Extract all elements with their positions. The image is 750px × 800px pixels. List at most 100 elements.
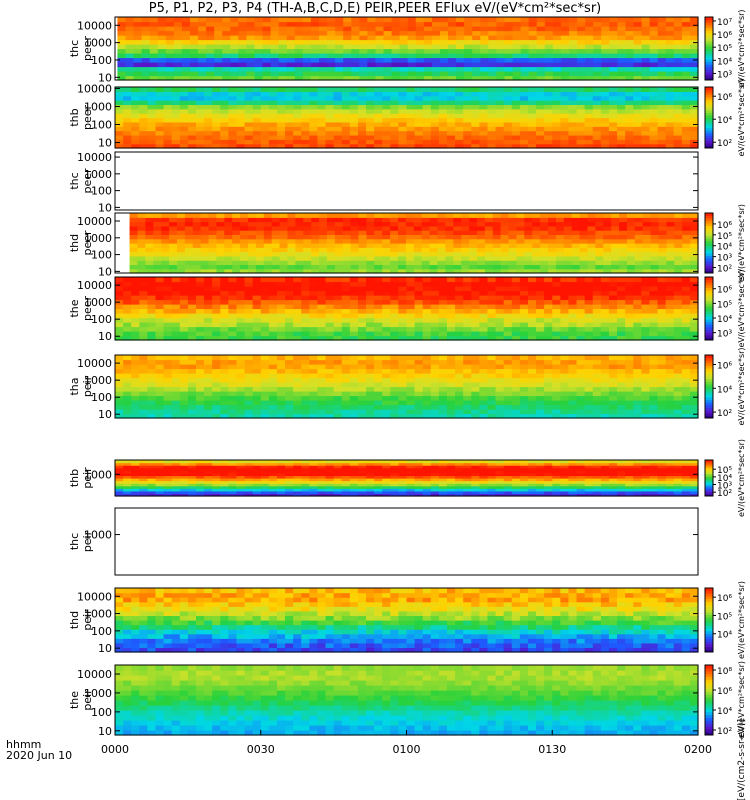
- heatmap-cell: [366, 281, 375, 287]
- heatmap-cell: [487, 126, 497, 132]
- heatmap-cell: [552, 53, 562, 59]
- heatmap-cell: [446, 295, 456, 301]
- heatmap-cell: [587, 264, 596, 270]
- colorbar-step: [705, 263, 713, 266]
- heatmap-cell: [446, 113, 456, 119]
- heatmap-cell: [276, 308, 286, 314]
- colorbar-step: [705, 102, 713, 106]
- heatmap-cell: [641, 62, 651, 68]
- heatmap-cell: [673, 30, 683, 36]
- heatmap-cell: [169, 260, 178, 266]
- heatmap-cell: [382, 268, 391, 274]
- heatmap-cell: [626, 255, 636, 261]
- heatmap-cell: [405, 225, 415, 231]
- heatmap-cell: [341, 400, 351, 406]
- heatmap-cell: [430, 335, 440, 341]
- heatmap-cell: [153, 234, 162, 240]
- heatmap-cell: [163, 395, 173, 401]
- heatmap-cell: [204, 409, 213, 415]
- heatmap-cell: [342, 230, 352, 236]
- heatmap-cell: [536, 395, 545, 401]
- heatmap-cell: [666, 213, 675, 218]
- heatmap-cell: [552, 373, 561, 379]
- heatmap-cell: [579, 221, 589, 227]
- heatmap-cell: [268, 317, 278, 323]
- heatmap-cell: [504, 35, 514, 41]
- heatmap-cell: [285, 413, 294, 419]
- heatmap-cell: [374, 108, 383, 114]
- heatmap-cell: [495, 126, 505, 132]
- heatmap-cell: [240, 243, 249, 248]
- heatmap-cell: [520, 57, 530, 63]
- heatmap-cell: [293, 108, 302, 114]
- heatmap-cell: [366, 217, 375, 223]
- heatmap-cell: [341, 299, 351, 305]
- heatmap-cell: [131, 87, 140, 92]
- heatmap-cell: [399, 26, 409, 32]
- heatmap-cell: [469, 221, 478, 227]
- heatmap-cell: [415, 44, 425, 50]
- heatmap-cell: [527, 290, 537, 296]
- heatmap-cell: [511, 386, 521, 392]
- heatmap-cell: [438, 299, 448, 305]
- heatmap-cell: [536, 317, 545, 323]
- y-tick-label: 10000: [77, 279, 112, 292]
- heatmap-cell: [422, 100, 432, 106]
- heatmap-cell: [413, 251, 423, 257]
- heatmap-cell: [673, 308, 683, 314]
- heatmap-cell: [634, 238, 644, 244]
- heatmap-cell: [422, 134, 432, 140]
- heatmap-cell: [367, 62, 377, 68]
- heatmap-cell: [446, 317, 456, 323]
- heatmap-cell: [228, 377, 238, 383]
- heatmap-cell: [519, 391, 529, 397]
- heatmap-cell: [325, 377, 335, 383]
- heatmap-cell: [666, 268, 675, 274]
- heatmap-cell: [437, 225, 446, 231]
- heatmap-cell: [511, 409, 521, 415]
- heatmap-cell: [333, 304, 343, 310]
- heatmap-cell: [319, 66, 328, 72]
- heatmap-cell: [584, 373, 594, 379]
- heatmap-cell: [351, 53, 360, 59]
- heatmap-cell: [262, 17, 272, 23]
- heatmap-cell: [544, 326, 553, 332]
- heatmap-cell: [341, 121, 351, 127]
- heatmap-cell: [512, 62, 522, 68]
- heatmap-cell: [503, 139, 513, 145]
- heatmap-cell: [222, 48, 231, 54]
- heatmap-cell: [325, 100, 335, 106]
- heatmap-cell: [236, 104, 246, 110]
- heatmap-cell: [568, 295, 578, 301]
- heatmap-cell: [503, 277, 513, 283]
- heatmap-cell: [214, 71, 223, 77]
- heatmap-cell: [422, 313, 432, 319]
- heatmap-cell: [439, 62, 449, 68]
- heatmap-cell: [171, 373, 181, 379]
- heatmap-cell: [268, 386, 278, 392]
- heatmap-cell: [276, 322, 286, 328]
- heatmap-cell: [260, 100, 270, 106]
- heatmap-cell: [665, 87, 675, 92]
- heatmap-cell: [317, 130, 327, 136]
- heatmap-cell: [413, 238, 423, 244]
- heatmap-cell: [176, 243, 186, 248]
- heatmap-cell: [445, 230, 454, 236]
- heatmap-cell: [171, 335, 181, 341]
- heatmap-cell: [617, 313, 626, 319]
- heatmap-cell: [519, 108, 529, 114]
- heatmap-cell: [317, 326, 327, 332]
- heatmap-cell: [139, 326, 148, 332]
- heatmap-cell: [406, 281, 416, 287]
- heatmap-cell: [438, 317, 448, 323]
- heatmap-cell: [658, 247, 668, 253]
- heatmap-cell: [429, 251, 439, 257]
- heatmap-cell: [689, 373, 699, 379]
- heatmap-cell: [641, 104, 651, 110]
- heatmap-cell: [584, 134, 594, 140]
- heatmap-cell: [271, 260, 281, 266]
- heatmap-cell: [195, 377, 205, 383]
- heatmap-cell: [246, 44, 256, 50]
- heatmap-cell: [398, 260, 407, 266]
- colorbar-step: [705, 316, 713, 320]
